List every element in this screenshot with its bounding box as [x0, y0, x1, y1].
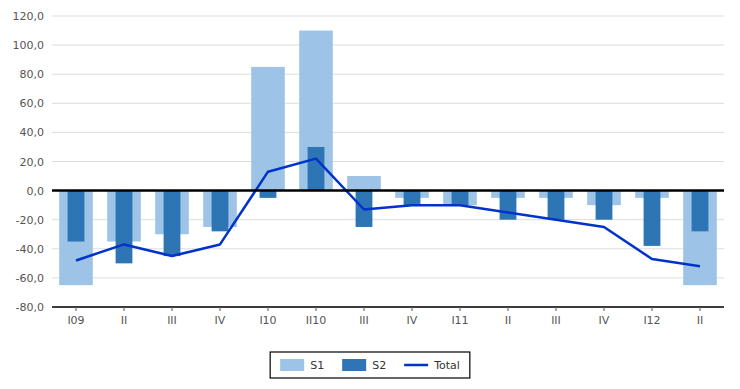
bar [683, 191, 717, 286]
bar [59, 191, 93, 286]
x-tick [268, 307, 269, 311]
x-tick-label: IV [215, 314, 226, 327]
legend-label: Total [433, 359, 460, 372]
y-tick-label: -40,0 [16, 243, 44, 256]
grid-line [52, 16, 724, 17]
legend-box [270, 352, 470, 378]
x-tick-label: IV [407, 314, 418, 327]
x-tick [508, 307, 509, 311]
grid-line [52, 277, 724, 278]
x-tick [76, 307, 77, 311]
x-tick [172, 307, 173, 311]
legend-item: S2 [342, 359, 386, 372]
x-tick-label: IV [599, 314, 610, 327]
x-tick [700, 307, 701, 311]
x-tick-label: III [167, 314, 177, 327]
bar [68, 191, 85, 242]
y-tick-label: 120,0 [13, 10, 45, 23]
legend-swatch [280, 359, 304, 371]
x-tick-label: III [359, 314, 369, 327]
grid [52, 16, 724, 307]
bar [452, 191, 469, 206]
line [76, 159, 700, 267]
legend-swatch [404, 364, 428, 367]
grid-line [52, 219, 724, 220]
x-tick [316, 307, 317, 311]
y-tick-label: 60,0 [20, 97, 45, 110]
grid-line [52, 248, 724, 249]
y-tick-label: 100,0 [13, 39, 45, 52]
y-tick-label: 0,0 [27, 185, 45, 198]
x-tick [604, 307, 605, 311]
grid-line [52, 161, 724, 162]
legend-label: S2 [372, 359, 386, 372]
bar [548, 191, 565, 220]
x-tick-label: I09 [67, 314, 84, 327]
x-tick-label: II [697, 314, 704, 327]
x-tick [412, 307, 413, 311]
x-tick-label: II10 [306, 314, 327, 327]
bar [116, 191, 133, 264]
x-tick [124, 307, 125, 311]
bar [596, 191, 613, 220]
bar [692, 191, 709, 232]
grid-line [52, 132, 724, 133]
legend-label: S1 [310, 359, 324, 372]
x-tick [652, 307, 653, 311]
bar [347, 176, 381, 191]
grid-line [52, 103, 724, 104]
grid-line [52, 45, 724, 46]
y-tick-label: -60,0 [16, 272, 44, 285]
x-tick [364, 307, 365, 311]
x-tick-label: III [551, 314, 561, 327]
y-tick-label: -20,0 [16, 214, 44, 227]
y-tick-label: 80,0 [20, 68, 45, 81]
legend-item: Total [404, 359, 460, 372]
zero-line [52, 189, 724, 192]
bar [308, 147, 325, 191]
x-tick [460, 307, 461, 311]
x-axis-line [52, 306, 724, 308]
grid-line [52, 190, 724, 191]
bar [443, 191, 477, 206]
bar [212, 191, 229, 232]
grid-line [52, 74, 724, 75]
x-tick [220, 307, 221, 311]
x-tick-label: II [505, 314, 512, 327]
bar [404, 191, 421, 206]
y-tick-label: 20,0 [20, 156, 45, 169]
x-tick-label: I12 [643, 314, 660, 327]
grid-line [52, 307, 724, 308]
bar [299, 31, 333, 191]
bar [644, 191, 661, 246]
x-tick [556, 307, 557, 311]
chart: -80,0 -60,0 -40,0 -20,0 0,0 20,0 40,0 60,0 80,0 1… [0, 0, 740, 389]
x-tick-label: II [121, 314, 128, 327]
x-tick-label: I11 [451, 314, 468, 327]
y-tick-label: 40,0 [20, 126, 45, 139]
y-tick-label: -80,0 [16, 301, 44, 314]
bar [500, 191, 517, 220]
x-tick-label: I10 [259, 314, 276, 327]
legend: S1 S2 Total [270, 352, 470, 378]
legend-item: S1 [280, 359, 324, 372]
bar [164, 191, 181, 256]
marks [59, 31, 717, 286]
legend-swatch [342, 359, 366, 371]
